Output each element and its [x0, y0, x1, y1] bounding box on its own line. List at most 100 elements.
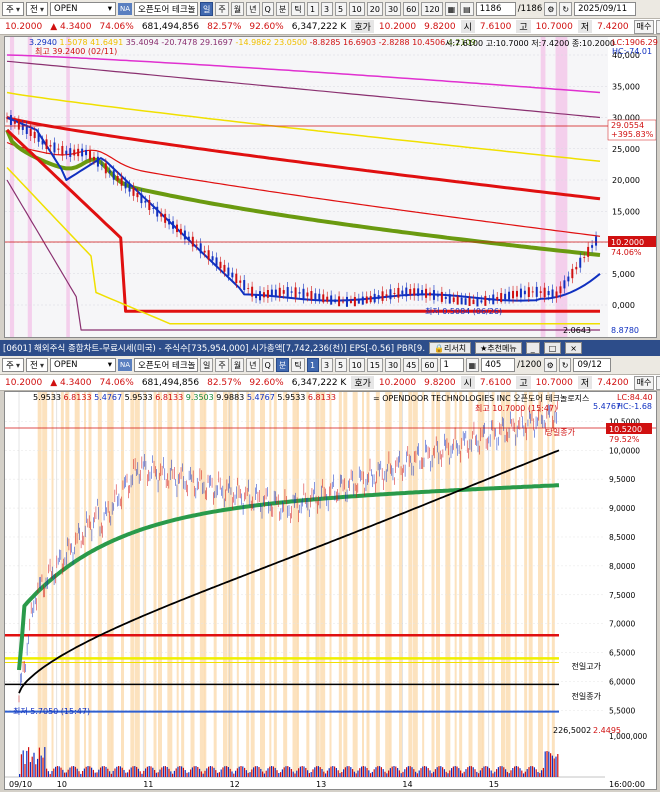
settings-button[interactable]: ⚙: [544, 2, 558, 16]
minute-5-button-2[interactable]: 5: [334, 358, 347, 372]
volume-bar: [31, 756, 33, 777]
date-input-2[interactable]: 09/12: [573, 358, 612, 372]
minute-10-button[interactable]: 10: [348, 2, 365, 16]
period-quarter-button[interactable]: Q: [261, 2, 274, 16]
indicator-legend-2: 5.9533 6.8133 5.4767 5.9533 6.8133 9.350…: [33, 393, 336, 402]
volume-bar: [317, 766, 319, 777]
sell-button[interactable]: 매도: [656, 19, 660, 34]
y-tick-8: 0,000: [612, 301, 635, 310]
minute-1-button-2[interactable]: 1: [306, 358, 319, 372]
minute-120-button[interactable]: 120: [421, 2, 443, 16]
period-month-button[interactable]: 월: [230, 2, 245, 16]
volume-bar: [370, 773, 372, 777]
count-input[interactable]: 1186: [475, 2, 516, 16]
minute-30-button-2[interactable]: 30: [384, 358, 402, 372]
minute-5-button[interactable]: 5: [334, 2, 347, 16]
candle-body: [464, 298, 467, 305]
type-select-2[interactable]: 주: [2, 358, 24, 372]
date-input[interactable]: 2025/09/11: [574, 2, 637, 16]
minute-15-button-2[interactable]: 15: [366, 358, 383, 372]
period-week-button-2[interactable]: 주: [215, 358, 229, 372]
weekly-chart-svg[interactable]: 40,00035,00030,00025,00020,00015,00010,0…: [5, 37, 657, 337]
buy-button[interactable]: 매수: [633, 19, 655, 34]
period-tick-button-2[interactable]: 틱: [291, 358, 305, 372]
minute-10-button-2[interactable]: 10: [348, 358, 365, 372]
volume-bar: [152, 767, 154, 777]
candle-body: [37, 133, 40, 142]
session-band-30: [250, 392, 255, 777]
volume-bar: [251, 769, 253, 777]
minimize-button[interactable]: _: [525, 342, 540, 354]
volume-bar: [379, 766, 381, 777]
volume-bar: [314, 767, 316, 777]
session-band-12: [111, 392, 114, 777]
maximize-button[interactable]: □: [543, 342, 562, 354]
period-year-button[interactable]: 년: [246, 2, 260, 16]
session-band-39: [320, 392, 326, 777]
minute-45-button-2[interactable]: 45: [403, 358, 420, 372]
period-quarter-button-2[interactable]: Q: [261, 358, 274, 372]
candle-body: [468, 297, 471, 306]
type-select[interactable]: 주: [2, 2, 24, 16]
chart-type-button-2[interactable]: ▦: [465, 358, 480, 372]
sell-button-2[interactable]: 매도: [656, 375, 660, 390]
compare-button[interactable]: ▤: [460, 2, 474, 16]
period-year-button-2[interactable]: 년: [246, 358, 260, 372]
period-day-button-2[interactable]: 일: [200, 358, 214, 372]
market-select[interactable]: 전: [26, 2, 48, 16]
close-button[interactable]: ×: [565, 342, 582, 354]
volume-bar: [339, 773, 341, 777]
candle-body: [432, 290, 435, 300]
market-select-2[interactable]: 전: [26, 358, 48, 372]
chart-type-button[interactable]: ▦: [444, 2, 459, 16]
volume-bar: [310, 772, 312, 777]
lc-readout-2: LC:84.40: [617, 393, 653, 402]
minute-chart-svg[interactable]: 10,5000 10,0000 9,5000 9,0000 8,5000 8,0000 7,…: [5, 392, 656, 789]
period-tick-button[interactable]: 틱: [291, 2, 305, 16]
minute-60-button-2[interactable]: 60: [421, 358, 438, 372]
candle-body: [555, 291, 558, 298]
research-button[interactable]: 🔒 리서치: [429, 342, 472, 354]
volume-bar: [551, 755, 553, 777]
period-month-button-2[interactable]: 월: [230, 358, 245, 372]
period-minute-button-2[interactable]: 분: [275, 358, 290, 372]
minute-20-button[interactable]: 20: [366, 2, 383, 16]
interval-input[interactable]: 1: [439, 358, 464, 372]
recommend-menu-button[interactable]: ★ 추천메뉴: [475, 342, 522, 354]
volume-bar: [362, 766, 364, 777]
minute-3-button-2[interactable]: 3: [320, 358, 333, 372]
candle-body: [179, 228, 182, 235]
buy-button-2[interactable]: 매수: [633, 375, 655, 390]
period-week-button[interactable]: 주: [215, 2, 229, 16]
volume-bar: [395, 766, 397, 777]
refresh-button-2[interactable]: ↻: [558, 358, 572, 372]
price-tag-pct: 74.06%: [611, 248, 642, 257]
minute-3-button[interactable]: 3: [320, 2, 333, 16]
volume-bar: [28, 747, 30, 777]
session-band-9: [88, 392, 92, 777]
volume-bar: [404, 769, 406, 777]
volume-bar: [542, 767, 544, 777]
minute-30-button[interactable]: 30: [384, 2, 402, 16]
minute-60-button[interactable]: 60: [403, 2, 420, 16]
symbol-input[interactable]: OPEN ▾: [50, 2, 116, 16]
quote2-high-label: 고: [516, 376, 531, 389]
volume-bar: [128, 769, 130, 777]
candle-body: [310, 291, 313, 300]
volume-bar: [172, 773, 174, 777]
refresh-button[interactable]: ↻: [559, 2, 573, 16]
legend-value-2: 5.4767: [94, 393, 125, 402]
volume-bar: [555, 756, 557, 777]
volume-bar: [287, 766, 289, 777]
highlight-band-4: [555, 37, 568, 337]
minute-1-button[interactable]: 1: [306, 2, 319, 16]
volume-bar: [130, 767, 132, 777]
period-day-button[interactable]: 일: [200, 2, 214, 16]
period-minute-button[interactable]: 분: [275, 2, 290, 16]
count-input-2[interactable]: 405: [481, 358, 516, 372]
candle-body: [393, 292, 396, 294]
volume-bar: [263, 773, 265, 777]
settings-button-2[interactable]: ⚙: [543, 358, 557, 372]
bottom-left-readout: 2.0643: [563, 326, 591, 335]
symbol-input-2[interactable]: OPEN ▾: [50, 358, 116, 372]
